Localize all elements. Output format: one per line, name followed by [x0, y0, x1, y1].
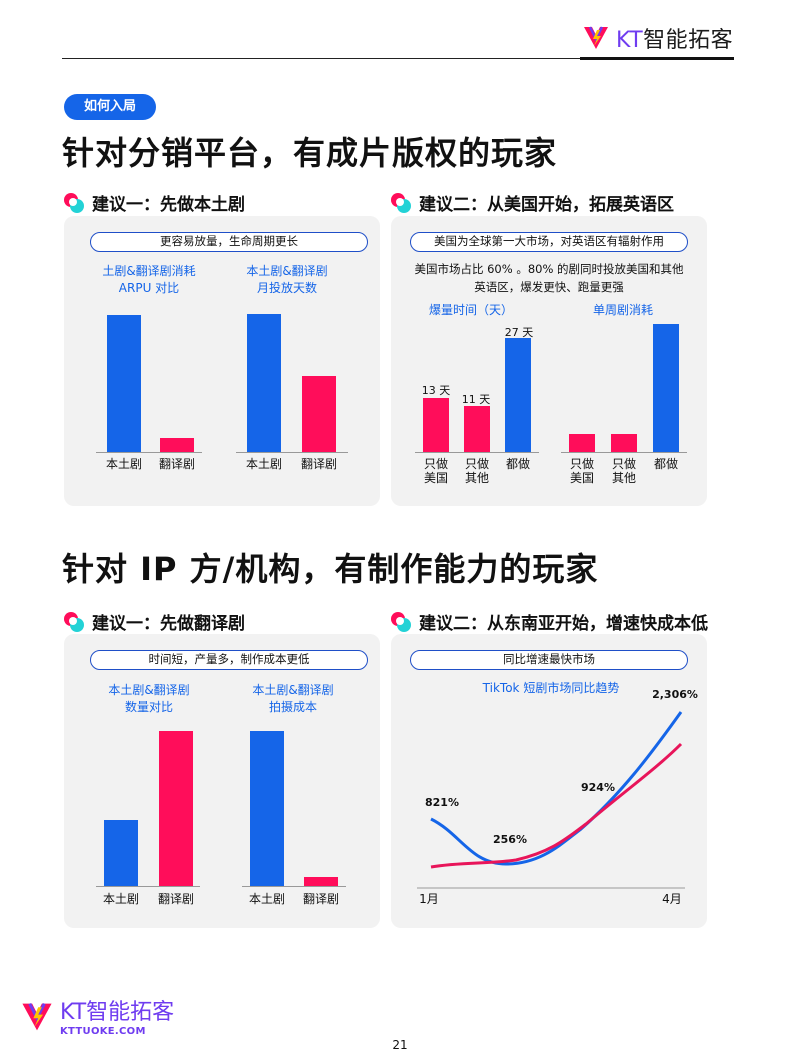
card-local-drama: 更容易放量，生命周期更长 土剧&翻译剧消耗 ARPU 对比 本土剧 翻译剧 本土剧…: [64, 216, 380, 506]
data-label: 2,306%: [652, 688, 698, 701]
chart-label: 土剧&翻译剧消耗 ARPU 对比: [102, 264, 196, 295]
axis-baseline: [242, 886, 346, 887]
card-pill: 时间短，产量多，制作成本更低: [90, 650, 368, 670]
bar-others-only: [611, 434, 637, 452]
category-label: 翻译剧: [157, 892, 194, 906]
bullet-dot-icon: [391, 611, 411, 632]
bar-translated: [159, 731, 193, 886]
value-label: 27 天: [504, 326, 534, 339]
data-label: 924%: [581, 781, 615, 794]
description-text: 美国市场占比 60% 。80% 的剧同时投放美国和其他 英语区，爆发更快、跑量更强: [414, 262, 684, 294]
brand-text: KT智能拓客 KTTUOKE.COM: [60, 1000, 174, 1037]
suggestion-heading: 建议二：从东南亚开始，增速快成本低: [391, 609, 708, 634]
brand-logo-icon: [584, 26, 608, 49]
x-tick-label: 4月: [662, 892, 682, 906]
header-rule: [62, 58, 734, 59]
brand-site: KTTUOKE.COM: [60, 1026, 146, 1037]
bar-local: [247, 314, 281, 452]
brand-name: KT智能拓客: [616, 28, 734, 53]
category-label: 翻译剧: [300, 457, 337, 471]
card-translated-drama: 时间短，产量多，制作成本更低 本土剧&翻译剧 数量对比 本土剧 翻译剧 本土剧&翻…: [64, 634, 380, 928]
brand-logo-bottom: KT智能拓客 KTTUOKE.COM: [20, 1000, 174, 1037]
brand-logo-top: KT智能拓客: [582, 22, 733, 54]
bar-local: [104, 820, 138, 886]
category-label: 本土剧: [245, 457, 282, 471]
data-label: 256%: [493, 833, 527, 846]
series-line-pink: [430, 742, 683, 869]
axis-baseline: [236, 452, 348, 453]
chart-label: 单周剧消耗: [592, 303, 653, 317]
suggestion-heading: 建议二：从美国开始，拓展英语区: [391, 190, 674, 215]
data-label: 821%: [425, 796, 459, 809]
category-label: 都做: [505, 457, 530, 471]
bar-local: [107, 315, 141, 452]
card-us-market: 美国为全球第一大市场，对英语区有辐射作用 美国市场占比 60% 。80% 的剧同…: [391, 216, 707, 506]
bullet-dot-icon: [64, 192, 84, 213]
chart-label: 本土剧&翻译剧 月投放天数: [246, 264, 328, 295]
card-pill: 同比增速最快市场: [410, 650, 688, 670]
bar-both: [653, 324, 679, 452]
brand-logo-icon: [22, 1002, 52, 1031]
category-label: 只做 其他: [464, 457, 489, 485]
category-label: 本土剧: [248, 892, 285, 906]
section-tag: 如何入局: [64, 94, 157, 120]
bar-others-only: [464, 406, 490, 452]
category-label: 翻译剧: [302, 892, 339, 906]
category-label: 本土剧: [102, 892, 139, 906]
axis-baseline: [96, 452, 202, 453]
section-title-distribution: 针对分销平台，有成片版权的玩家: [62, 134, 558, 172]
axis-baseline: [96, 886, 200, 887]
bar-both: [505, 338, 531, 452]
chart-title: TikTok 短剧市场同比趋势: [482, 681, 620, 695]
bullet-dot-icon: [391, 192, 411, 213]
value-label: 11 天: [461, 393, 491, 406]
bullet-dot-icon: [64, 611, 84, 632]
chart-label: 爆量时间（天）: [428, 303, 513, 317]
card-pill: 美国为全球第一大市场，对英语区有辐射作用: [410, 232, 688, 252]
chart-label: 本土剧&翻译剧 拍摄成本: [252, 683, 334, 714]
category-label: 都做: [653, 457, 678, 471]
bar-us-only: [569, 434, 595, 452]
card-sea-market: 同比增速最快市场 TikTok 短剧市场同比趋势 821% 256% 924% …: [391, 634, 707, 928]
category-label: 本土剧: [105, 457, 142, 471]
category-label: 只做 其他: [611, 457, 636, 485]
axis-baseline: [561, 452, 687, 453]
suggestion-heading: 建议一：先做本土剧: [64, 190, 245, 215]
value-label: 13 天: [421, 384, 451, 397]
bar-translated: [304, 877, 338, 886]
header-rule-accent: [580, 57, 734, 60]
card-pill: 更容易放量，生命周期更长: [90, 232, 368, 252]
bar-us-only: [423, 398, 449, 452]
bar-local: [250, 731, 284, 886]
category-label: 只做 美国: [423, 457, 448, 485]
chart-label: 本土剧&翻译剧 数量对比: [108, 683, 190, 714]
bar-translated: [302, 376, 336, 452]
series-line-blue: [430, 711, 683, 866]
x-tick-label: 1月: [419, 892, 439, 906]
category-label: 只做 美国: [569, 457, 594, 485]
suggestion-heading: 建议一：先做翻译剧: [64, 609, 245, 634]
page-number: 21: [392, 1038, 408, 1052]
brand-name: KT智能拓客: [60, 1000, 175, 1025]
trend-line-chart: [417, 711, 685, 889]
section-title-ip-producers: 针对 IP 方/机构，有制作能力的玩家: [62, 550, 599, 588]
axis-baseline: [415, 452, 539, 453]
bar-translated: [160, 438, 194, 452]
category-label: 翻译剧: [158, 457, 195, 471]
